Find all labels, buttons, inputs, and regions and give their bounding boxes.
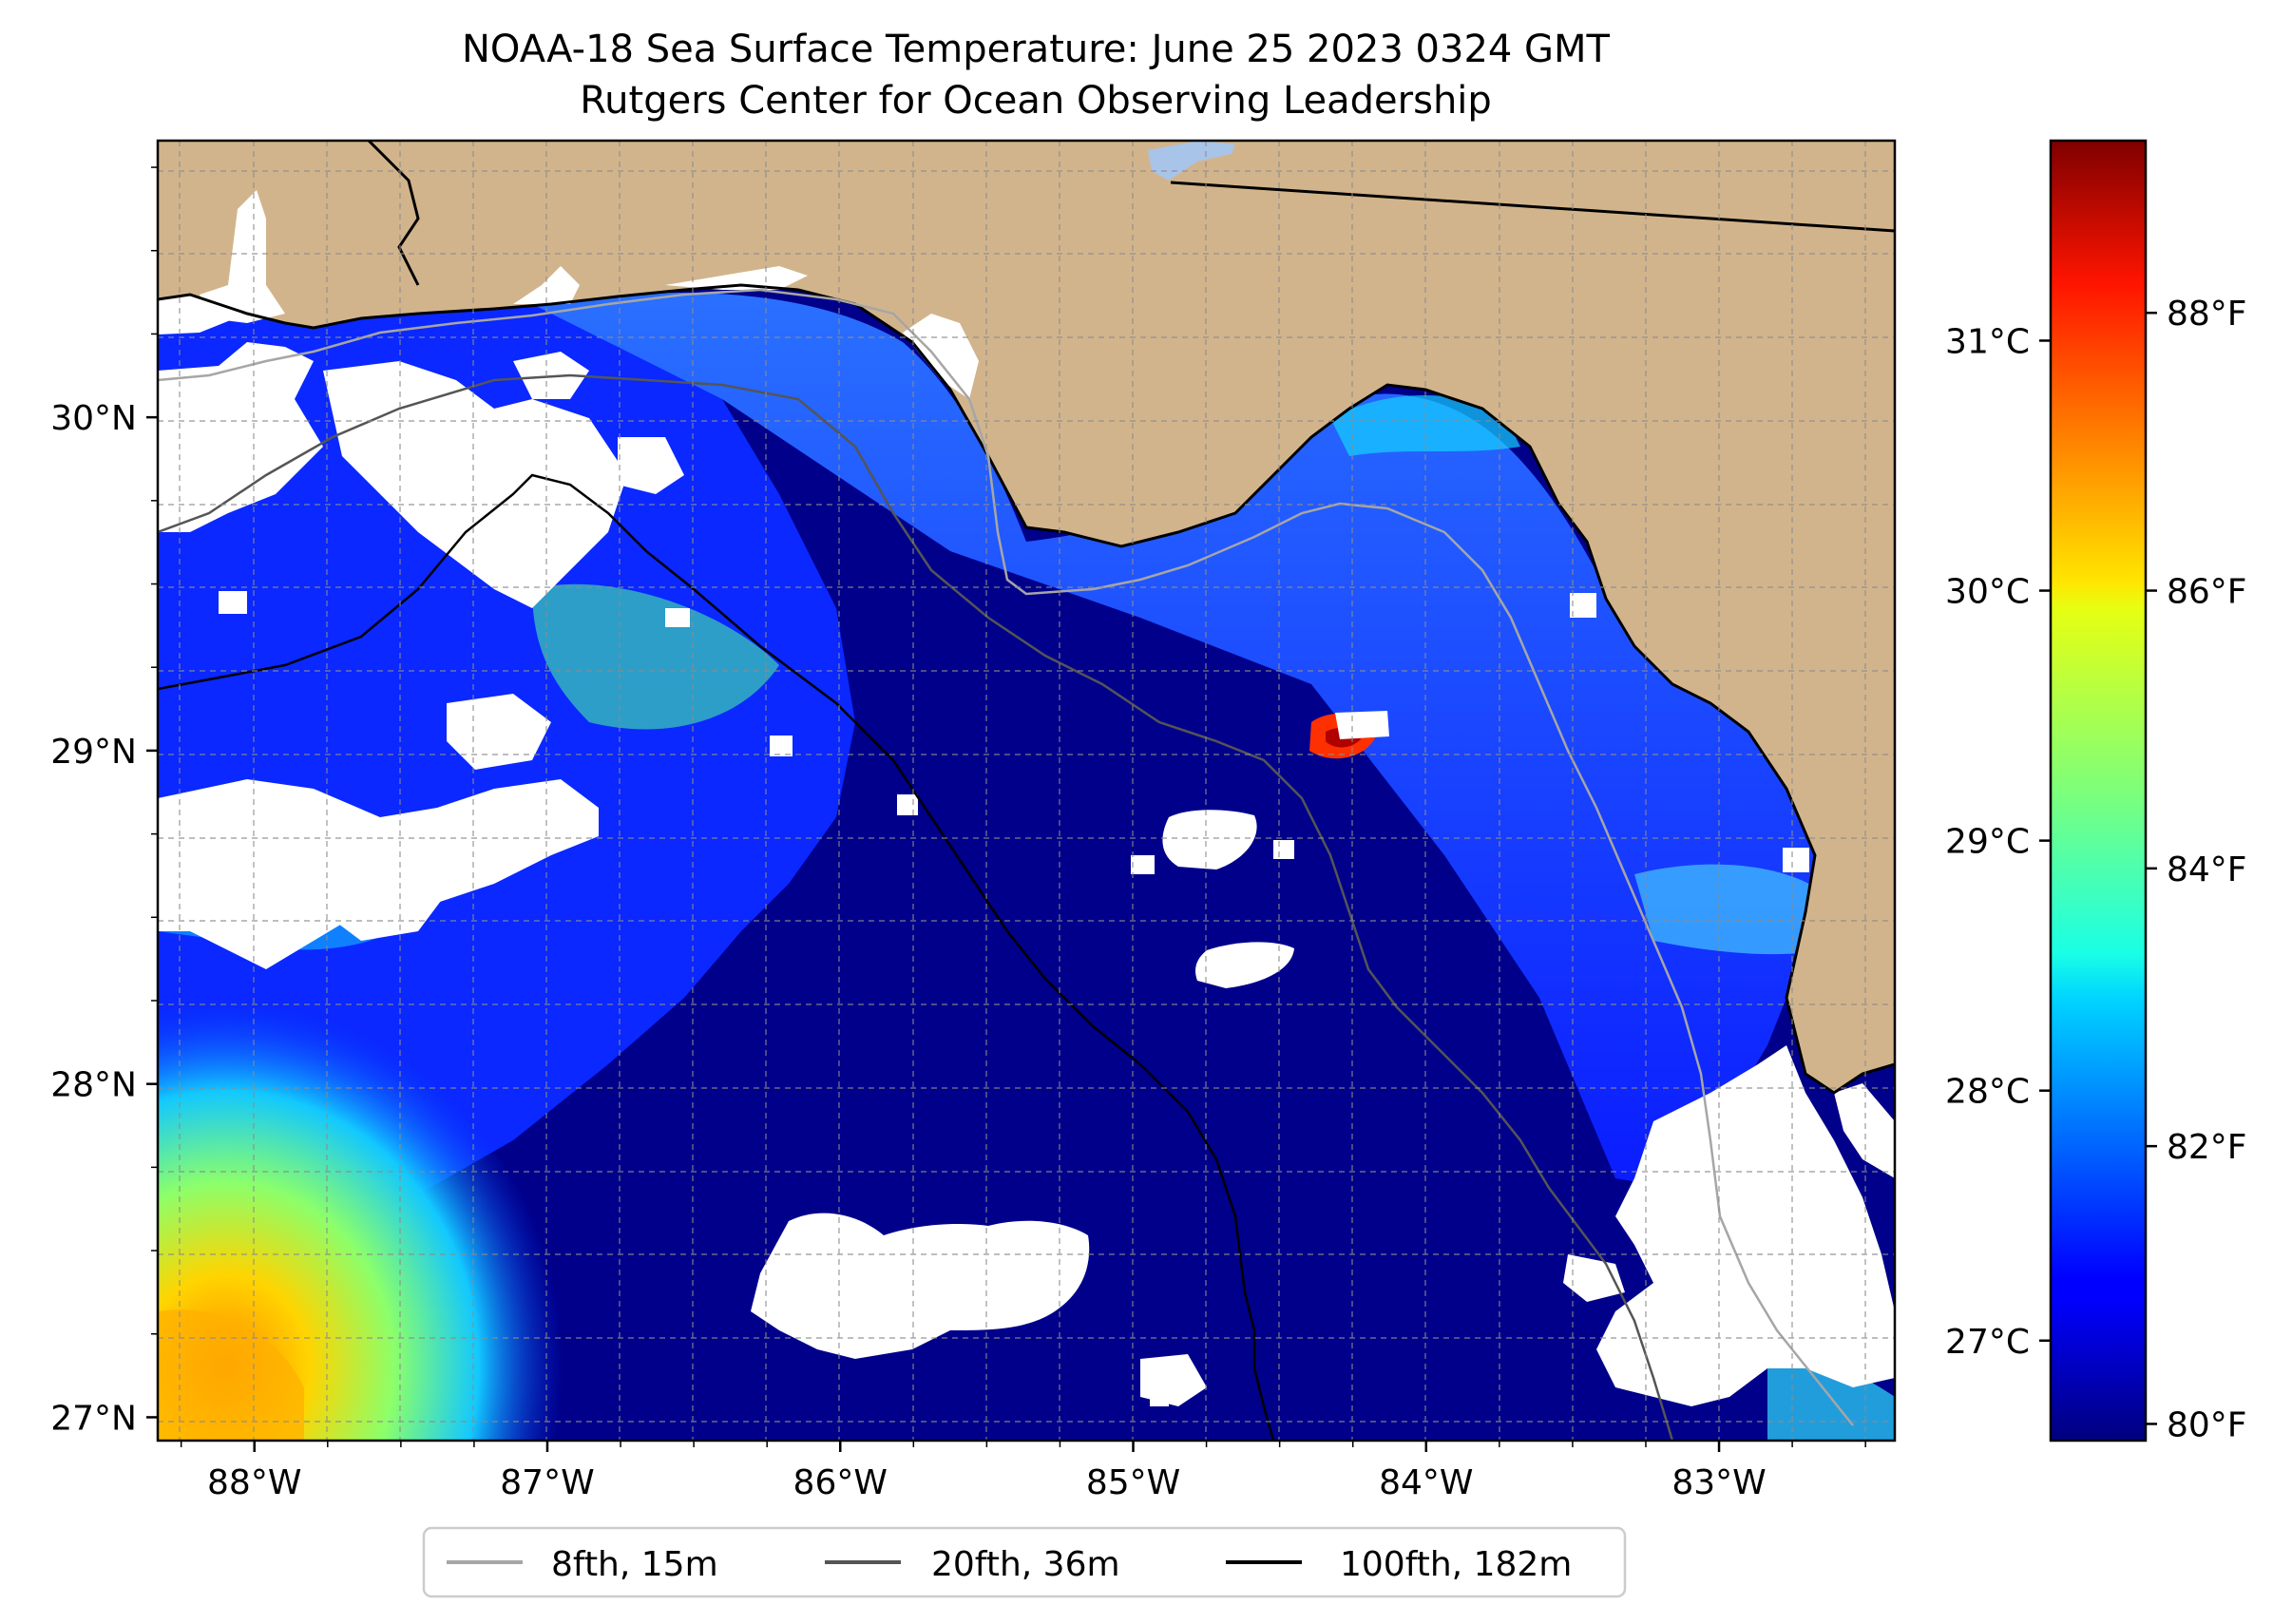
celsius-tick-label: 31°C <box>1945 322 2030 361</box>
fahrenheit-tick-label: 80°F <box>2167 1405 2247 1444</box>
cloud-nw-band <box>323 361 627 608</box>
lon-tick-label: 85°W <box>1086 1463 1180 1502</box>
warm-core <box>158 1309 304 1441</box>
bay-pensacola <box>513 266 580 304</box>
cloud-east-coast <box>1596 1045 1895 1406</box>
lat-tick-label: 30°N <box>50 399 137 438</box>
cloud-center-south-1 <box>751 1213 1090 1359</box>
land-north <box>158 141 1895 1093</box>
lon-tick-label: 87°W <box>500 1463 594 1502</box>
fahrenheit-tick-label: 82°F <box>2167 1128 2247 1167</box>
celsius-tick-label: 29°C <box>1945 823 2030 862</box>
celsius-tick-label: 27°C <box>1945 1323 2030 1362</box>
cloud-small-7 <box>1273 840 1294 859</box>
bay-florida-west <box>1834 1083 1895 1178</box>
lat-tick-label: 28°N <box>50 1066 137 1105</box>
lat-tick-label: 27°N <box>50 1399 137 1438</box>
warm-water-southwest <box>158 950 608 1441</box>
fahrenheit-tick-label: 86°F <box>2167 573 2247 612</box>
legend-box <box>422 1526 1627 1598</box>
latitude-axis: 27°N 28°N 29°N 30°N <box>50 166 158 1438</box>
legend-label-100fth: 100fth, 182m <box>1340 1545 1572 1584</box>
map-subtitle: Rutgers Center for Ocean Observing Leade… <box>580 79 1492 123</box>
warm-patch-central <box>532 583 779 730</box>
isobath-8fth <box>158 288 1854 1426</box>
cloud-small-1 <box>219 591 247 614</box>
cloud-west-lower <box>158 836 228 912</box>
cloud-small-3 <box>770 736 793 756</box>
shelf-water-northeast <box>532 293 1824 1189</box>
celsius-tick-label: 28°C <box>1945 1073 2030 1112</box>
legend: 8fth, 15m 20fth, 36m 100fth, 182m <box>422 1526 1627 1598</box>
lat-tick-label: 29°N <box>50 733 137 772</box>
cloud-small-2 <box>665 608 690 627</box>
cloud-mid-east-2 <box>1195 942 1294 988</box>
lon-tick-label: 88°W <box>207 1463 301 1502</box>
fahrenheit-tick-label: 84°F <box>2167 850 2247 889</box>
cloud-nw-2 <box>618 437 684 494</box>
colorbar-fahrenheit-axis: 80°F 82°F 84°F 86°F 88°F <box>2146 295 2247 1444</box>
legend-label-20fth: 20fth, 36m <box>931 1545 1120 1584</box>
cloud-east-coast-2 <box>1563 1254 1625 1302</box>
colorbar-celsius-axis: 27°C 28°C 29°C 30°C 31°C <box>1945 322 2051 1362</box>
celsius-tick-label: 30°C <box>1945 573 2030 612</box>
isobath-100fth <box>158 473 1275 1441</box>
lon-tick-label: 86°W <box>793 1463 888 1502</box>
cloud-small-6 <box>1783 848 1809 872</box>
lake-seminole <box>1148 141 1235 181</box>
cloud-west-coast <box>158 342 323 532</box>
cloud-mid-east-1 <box>1162 810 1257 869</box>
state-border <box>1170 181 1895 233</box>
colorbar <box>2049 139 2148 1442</box>
cloud-mask <box>158 285 1895 1406</box>
cloud-small-9 <box>1150 1387 1169 1406</box>
map-frame <box>156 139 1897 1442</box>
lon-tick-label: 83°W <box>1671 1463 1766 1502</box>
lon-tick-label: 84°W <box>1379 1463 1473 1502</box>
gridlines <box>158 141 1895 1441</box>
cloud-small-5 <box>1570 593 1596 618</box>
cloud-small-8 <box>1131 855 1155 874</box>
bay-choctawhatchee <box>665 266 808 290</box>
cloud-small-east <box>1335 711 1389 739</box>
map-title: NOAA-18 Sea Surface Temperature: June 25… <box>461 28 1610 71</box>
cloud-mid-west-b <box>323 855 447 941</box>
longitude-axis: 88°W 87°W 86°W 85°W 84°W 83°W <box>180 1441 1866 1502</box>
bay-apalachicola <box>903 314 979 399</box>
coastline <box>158 283 1895 1095</box>
map-area <box>158 141 1895 1441</box>
bay-mobile <box>200 190 285 323</box>
state-border-west <box>367 141 420 286</box>
fahrenheit-tick-label: 88°F <box>2167 295 2247 334</box>
warm-streak-offshore <box>1634 864 1824 955</box>
cloud-small-4 <box>897 794 918 815</box>
legend-label-8fth: 8fth, 15m <box>551 1545 718 1584</box>
